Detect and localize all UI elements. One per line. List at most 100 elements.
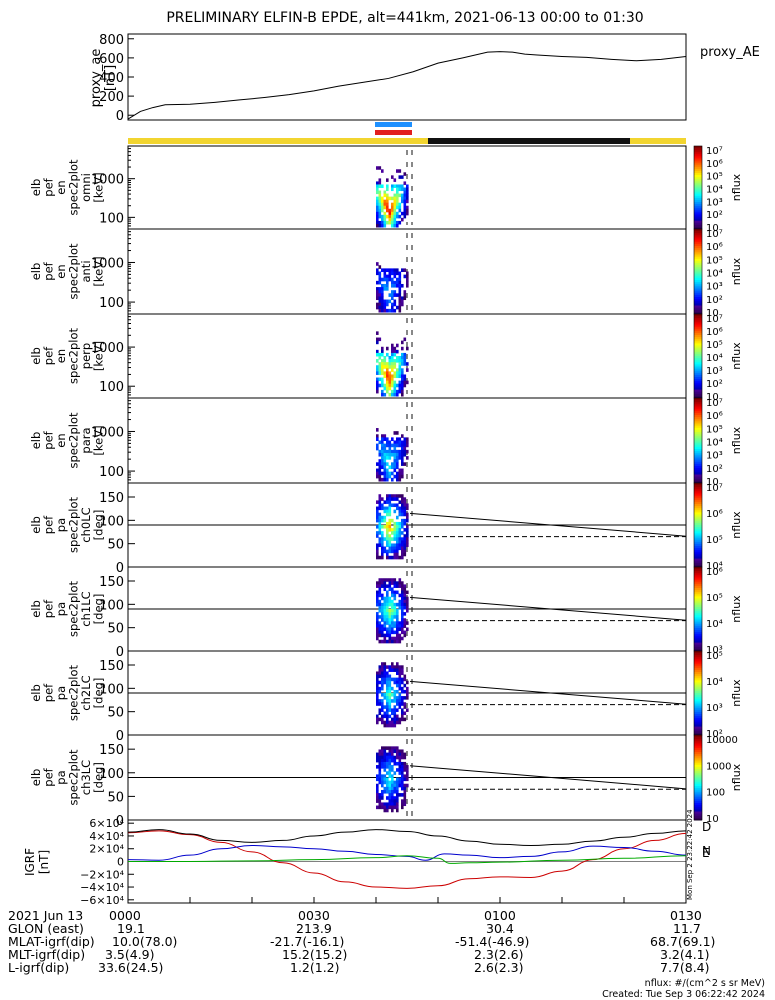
spectrogram-cell	[381, 537, 384, 541]
spectrogram-cell	[403, 518, 407, 523]
colorbar-cell	[694, 485, 702, 488]
spectrogram-cell	[398, 768, 402, 772]
spectrogram-cell	[386, 755, 389, 760]
spectrogram-cell	[401, 771, 404, 775]
spectrogram-cell	[406, 525, 409, 529]
colorbar-cell	[694, 459, 702, 463]
colorbar-tick-label: 10³	[706, 703, 723, 714]
spectrogram-cell	[378, 462, 382, 466]
spectrogram-cell	[383, 587, 387, 592]
colorbar-cell	[694, 541, 702, 545]
spectrogram-cell	[386, 537, 389, 541]
colorbar-tick-label: 10⁷	[706, 483, 723, 494]
spectrogram-cell	[376, 205, 379, 210]
spectrogram-cell	[401, 786, 404, 791]
spectrogram-cell	[396, 503, 399, 508]
colorbar-cell	[694, 803, 702, 806]
colorbar-cell	[694, 252, 702, 255]
colorbar-tick-label: 10	[706, 308, 719, 319]
colorbar-tick-label: 10⁷	[706, 314, 723, 325]
spectrogram-cell	[401, 708, 404, 712]
spectrogram-cell	[403, 274, 407, 279]
spectrogram-cell	[398, 761, 402, 766]
spectrogram-cell	[398, 220, 402, 225]
colorbar-tick-label: 10⁵	[706, 255, 723, 266]
spectrogram-cell	[378, 765, 382, 769]
spectrogram-cell	[376, 223, 379, 228]
spectrogram-cell	[378, 755, 382, 760]
spectrogram-cell	[391, 503, 394, 508]
spectrogram-cell	[381, 497, 384, 501]
spectrogram-cell	[386, 578, 389, 582]
spectrogram-cell	[376, 349, 379, 354]
spectrogram-cell	[378, 537, 382, 541]
spectrogram-cell	[381, 693, 384, 697]
colorbar-cell	[694, 328, 702, 332]
colorbar-cell	[694, 185, 702, 188]
spectrogram-cell	[386, 443, 389, 448]
spectrogram-cell	[383, 618, 387, 622]
colorbar-cell	[694, 353, 702, 357]
spectrogram-cell	[393, 290, 397, 294]
spectrogram-cell	[398, 686, 402, 691]
panel-ylabel-line: spec2plot	[67, 159, 81, 216]
colorbar-cell	[694, 466, 702, 469]
colorbar-tick-label: 10	[706, 392, 719, 403]
spectrogram-cell	[388, 540, 392, 544]
spectrogram-cell	[393, 630, 397, 635]
spectrogram-cell	[391, 602, 394, 607]
spectrogram-cell	[386, 452, 389, 457]
panel-ylabel-line: elb	[29, 179, 43, 197]
spectrogram-cell	[376, 271, 379, 276]
spectrogram-cell	[388, 774, 392, 778]
panel-ylabel-line: pa	[54, 518, 68, 532]
spectrogram-cell	[406, 765, 409, 769]
spectrogram-cell	[386, 199, 389, 204]
spectrogram-cell	[398, 599, 402, 604]
spectrogram-cell	[388, 443, 392, 448]
spectrogram-cell	[378, 599, 382, 604]
spectrogram-cell	[381, 602, 384, 607]
spectrogram-cell	[386, 374, 389, 379]
colorbar-cell	[694, 368, 702, 372]
colorbar-cell	[694, 254, 702, 258]
spectrogram-cell	[381, 749, 384, 754]
colorbar-cell	[694, 224, 702, 228]
spectrogram-cell	[383, 665, 387, 669]
spectrogram-cell	[378, 768, 382, 772]
spectrogram-cell	[378, 708, 382, 712]
colorbar-cell	[694, 183, 702, 186]
spectrogram-cell	[383, 636, 387, 641]
spectrogram-cell	[401, 356, 404, 360]
spectrogram-cell	[378, 630, 382, 635]
spectrogram-cell	[396, 199, 399, 204]
spectrogram-cell	[393, 609, 397, 613]
spectrogram-cell	[398, 720, 402, 725]
spectrogram-cell	[376, 777, 379, 782]
spectrogram-cell	[376, 512, 379, 517]
spectrogram-cell	[401, 543, 404, 548]
spectrogram-cell	[393, 546, 397, 551]
spectrogram-cell	[391, 537, 394, 541]
spectrogram-cell	[401, 605, 404, 610]
spectrogram-cell	[391, 528, 394, 532]
colorbar-cell	[694, 212, 702, 215]
spectrogram-cell	[383, 609, 387, 613]
spectrogram-cell	[378, 440, 382, 445]
spectrogram-cell	[398, 506, 402, 511]
colorbar-cell	[694, 619, 702, 623]
spectrogram-cell	[383, 462, 387, 466]
plot-title: PRELIMINARY ELFIN-B EPDE, alt=441km, 202…	[166, 10, 643, 26]
spectrogram-cell	[381, 802, 384, 807]
spectrogram-cell	[396, 223, 399, 228]
spectrogram-cell	[381, 368, 384, 372]
spectrogram-cell	[381, 633, 384, 638]
spectrogram-cell	[386, 302, 389, 307]
spectrogram-cell	[388, 668, 392, 672]
spectrogram-cell	[398, 452, 402, 457]
colorbar-cell	[694, 594, 702, 597]
spectrogram-panel-ch1LC: 05010015010³10⁴10⁵10⁶nfluxelbpefpaspec2p…	[29, 566, 743, 660]
colorbar-cell	[694, 705, 702, 709]
spectrogram-cell	[378, 749, 382, 754]
colorbar-cell	[694, 640, 702, 644]
